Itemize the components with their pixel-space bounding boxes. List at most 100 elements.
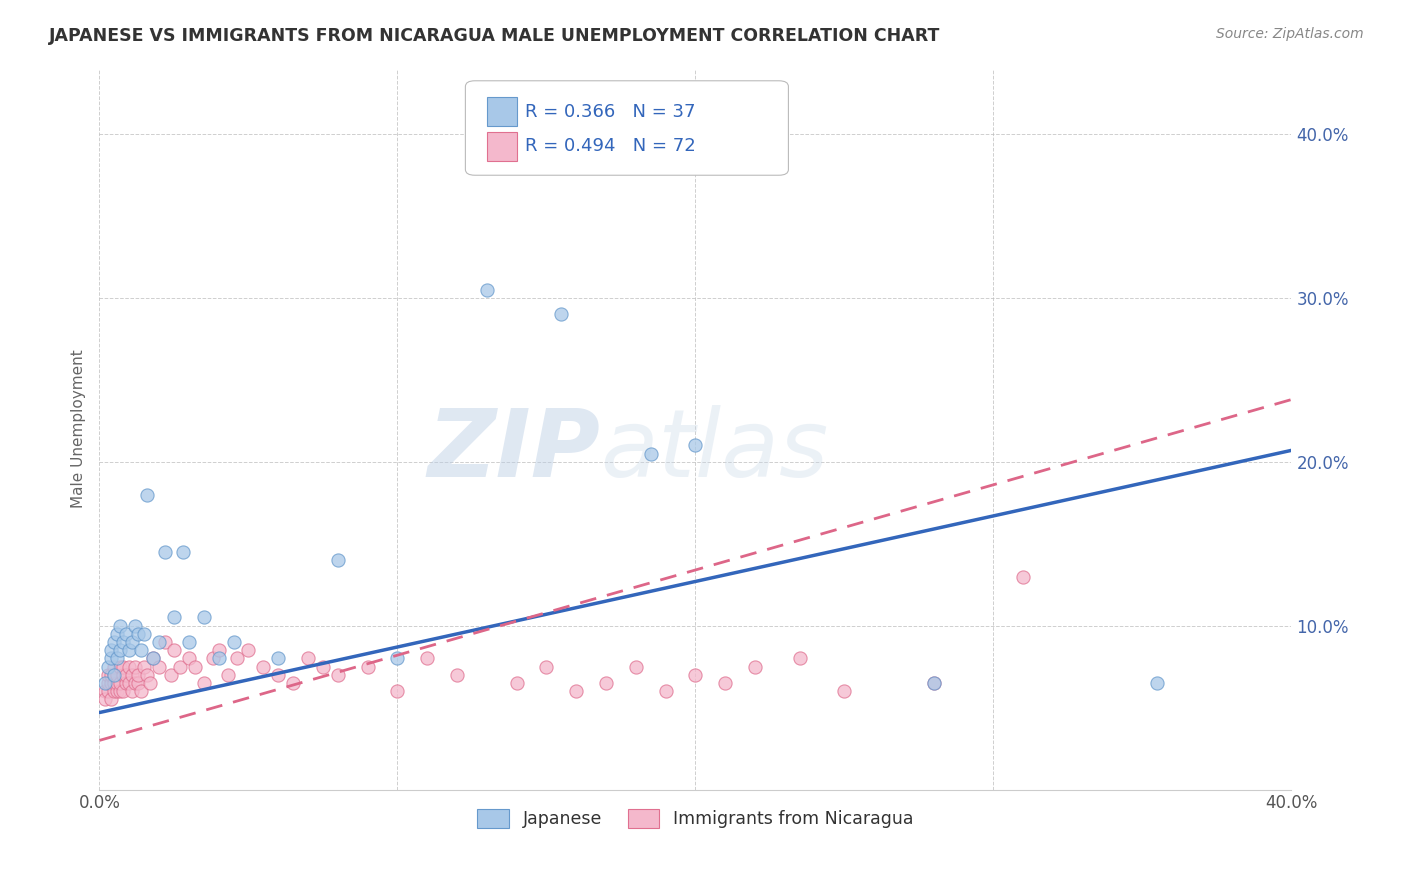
Point [134, 627, 156, 641]
Point [112, 659, 135, 673]
Point [148, 635, 170, 649]
Point [97, 659, 120, 673]
Point [97, 668, 120, 682]
Point [475, 283, 498, 297]
Point [177, 651, 200, 665]
Point [110, 618, 132, 632]
Point [105, 676, 128, 690]
Point [789, 651, 811, 665]
Legend: Japanese, Immigrants from Nicaragua: Japanese, Immigrants from Nicaragua [471, 802, 921, 835]
Point [281, 676, 304, 690]
Point [103, 684, 125, 698]
Point [121, 635, 143, 649]
Point [110, 676, 132, 690]
Point [312, 659, 335, 673]
FancyBboxPatch shape [465, 81, 789, 175]
Point [922, 676, 945, 690]
Point [416, 651, 439, 665]
Point [103, 659, 125, 673]
Point [387, 651, 409, 665]
Point [112, 635, 135, 649]
Point [100, 676, 122, 690]
Point [550, 307, 572, 321]
Point [110, 659, 132, 673]
Point [115, 668, 138, 682]
Point [124, 618, 146, 632]
Point [505, 676, 527, 690]
Point [129, 643, 152, 657]
Point [714, 676, 737, 690]
Point [225, 651, 247, 665]
Point [121, 684, 143, 698]
Point [118, 676, 141, 690]
Point [103, 668, 125, 682]
Point [172, 545, 194, 559]
Point [105, 651, 128, 665]
Point [148, 659, 170, 673]
Point [624, 659, 647, 673]
Point [153, 635, 176, 649]
Point [184, 659, 207, 673]
Point [356, 659, 378, 673]
Point [387, 684, 409, 698]
Point [94, 684, 117, 698]
Point [685, 668, 707, 682]
Point [105, 668, 128, 682]
Point [100, 643, 122, 657]
Point [177, 635, 200, 649]
Point [115, 627, 138, 641]
Text: R = 0.366   N = 37: R = 0.366 N = 37 [524, 103, 696, 120]
Y-axis label: Male Unemployment: Male Unemployment [72, 350, 86, 508]
Point [217, 668, 239, 682]
Point [115, 676, 138, 690]
Point [110, 643, 132, 657]
Point [297, 651, 319, 665]
Point [134, 659, 156, 673]
Point [112, 684, 135, 698]
Point [94, 692, 117, 706]
Point [127, 627, 149, 641]
Point [112, 668, 135, 682]
Point [124, 659, 146, 673]
Point [136, 668, 159, 682]
Point [142, 651, 165, 665]
Point [208, 643, 231, 657]
Point [163, 610, 186, 624]
Point [193, 676, 215, 690]
Point [124, 676, 146, 690]
Point [127, 668, 149, 682]
Point [118, 659, 141, 673]
Point [103, 676, 125, 690]
Point [252, 659, 274, 673]
Text: R = 0.494   N = 72: R = 0.494 N = 72 [524, 136, 696, 154]
Point [97, 684, 120, 698]
Point [685, 438, 707, 452]
Point [536, 659, 558, 673]
Point [267, 651, 290, 665]
Point [142, 651, 165, 665]
Point [136, 487, 159, 501]
Point [222, 635, 245, 649]
Point [139, 676, 162, 690]
Point [160, 668, 183, 682]
Point [105, 684, 128, 698]
Point [103, 668, 125, 682]
Point [201, 651, 224, 665]
Point [446, 668, 468, 682]
Point [100, 651, 122, 665]
Point [640, 447, 662, 461]
Point [1012, 569, 1035, 583]
Point [103, 635, 125, 649]
Point [922, 676, 945, 690]
Text: atlas: atlas [600, 405, 828, 496]
Point [326, 668, 349, 682]
Point [744, 659, 766, 673]
Point [238, 643, 260, 657]
Point [100, 668, 122, 682]
Point [834, 684, 856, 698]
Point [97, 676, 120, 690]
Point [153, 545, 176, 559]
Point [193, 610, 215, 624]
Point [121, 668, 143, 682]
Point [208, 651, 231, 665]
